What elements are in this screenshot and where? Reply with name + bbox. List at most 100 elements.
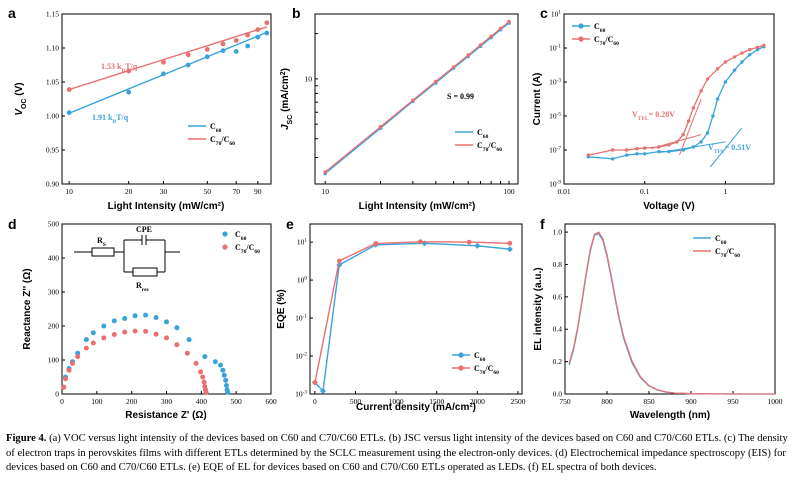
panel-e-point: [418, 239, 423, 245]
panel-e-frame: [309, 223, 523, 395]
panel-e-legend-label: C70/C60: [474, 364, 499, 376]
panel-d-point: [83, 337, 89, 343]
panel-d: d 0 100 200 300 400 500 600 0 100 200 300 400 500 RS CP…: [8, 216, 277, 421]
panel-b-xtick-label: 100: [503, 187, 515, 196]
panel-e-legend-marker: [458, 352, 464, 358]
panel-c-point: [699, 140, 703, 144]
panel-c-point: [732, 68, 737, 72]
panel-d-point: [90, 340, 96, 346]
panel-a-fit-line: [68, 26, 268, 91]
panel-a-point: [161, 59, 166, 65]
panel-c: c 0.01 0.1 1 101 10-1 10-3 10-5 10-7 10-9 VTFL= 0.…: [532, 5, 775, 212]
panel-c-ytick-label: 10-3: [549, 78, 561, 87]
panel-e-ytick-label: 10-2: [295, 352, 307, 361]
panel-c-ytick-label: 10-5: [549, 112, 561, 121]
panel-d-point: [164, 335, 169, 341]
panel-e-series-line: [314, 241, 510, 383]
panel-f-xlabel: Wavelength (nm): [630, 410, 710, 421]
panel-e-ylabel: EQE (%): [276, 289, 287, 328]
panel-d-xtick-label: 500: [231, 397, 243, 406]
panel-d-point: [101, 323, 107, 329]
panel-d-point: [90, 330, 96, 336]
panel-c-fit-line: [679, 98, 702, 156]
panel-d-point: [101, 335, 107, 341]
panel-c-legend-label: C70/C60: [594, 35, 619, 47]
panel-a-ytick-label: 1.10: [46, 44, 59, 53]
panel-a-legend-label: C70/C60: [210, 135, 235, 147]
panel-c-point: [723, 80, 728, 84]
panel-a-point: [255, 27, 261, 32]
panel-d-point: [61, 384, 67, 390]
caption-text: (a) VOC versus light intensity of the de…: [6, 433, 788, 473]
panel-a-fit-line: [68, 31, 268, 114]
panel-e-xtick-label: 500: [350, 397, 362, 406]
panel-f-xtick-label: 1000: [768, 397, 783, 406]
panel-e-point: [336, 258, 342, 264]
panel-a-point: [66, 87, 72, 92]
panel-f: f 750 800 850 900 950 1000 0.0 0.2 0.4 0.6 0.8 1.0 C6…: [533, 216, 783, 421]
panel-d-ytick-label: 100: [48, 356, 60, 365]
panel-a-ylabel: VOC (V): [14, 82, 28, 115]
panel-c-vtfl-c60: VTFL= 0.51V: [708, 143, 751, 155]
panel-a-point: [245, 43, 251, 49]
panel-a-ytick-label: 0.95: [46, 146, 59, 155]
panel-d-point: [202, 354, 208, 360]
panel-d-xlabel: Resistance Z' (Ω): [125, 410, 207, 421]
panel-e-ytick-label: 101: [297, 238, 308, 247]
panel-b-xtick-label: 10: [321, 187, 329, 196]
panel-c-series-line: [588, 44, 765, 156]
panel-a-point: [204, 54, 210, 60]
panel-b-point: [498, 26, 503, 31]
panel-e: e 0 500 1000 1500 2000 2500 101 100 10-1 10-2 10-3 C…: [276, 216, 526, 413]
panel-d-point: [83, 345, 89, 351]
panel-c-ytick-label: 10-9: [549, 180, 561, 189]
panel-c-fit-line: [709, 127, 743, 168]
panel-d-point: [122, 316, 128, 321]
panel-c-point: [610, 148, 615, 152]
panel-a-point: [161, 71, 166, 77]
panel-c-frame: [563, 13, 775, 185]
panel-a-point: [255, 34, 261, 40]
panel-e-xtick-label: 1500: [429, 397, 444, 406]
panel-f-xtick-label: 950: [727, 397, 739, 406]
panel-c-point: [681, 132, 685, 137]
panel-c-point: [643, 152, 647, 156]
panel-e-xtick-label: 0: [313, 397, 317, 406]
panel-e-xlabel: Current density (mA/cm²): [356, 402, 476, 413]
panel-f-xtick-label: 750: [559, 397, 571, 406]
panel-a-point: [220, 41, 226, 47]
panel-d-point: [193, 360, 199, 366]
panel-d-legend-marker: [222, 231, 228, 237]
panel-a-point: [233, 49, 239, 54]
panel-a-point: [66, 110, 72, 115]
panel-e-point: [319, 387, 326, 394]
panel-f-ytick-label: 0.4: [553, 325, 563, 334]
panel-f-series-line: [568, 231, 775, 395]
panel-d-point: [143, 312, 149, 318]
panel-c-point: [748, 53, 752, 57]
panel-b-frame: [314, 13, 519, 185]
panel-e-point: [466, 239, 472, 245]
panel-c-ytick-label: 101: [551, 10, 562, 19]
panel-b-point: [451, 65, 456, 69]
panel-d-ytick-label: 200: [48, 322, 60, 331]
panel-d-point: [218, 362, 223, 368]
panel-e-series-line: [314, 242, 510, 393]
panel-d-point: [111, 332, 117, 337]
panel-e-point: [507, 240, 513, 246]
panel-a-slope-c60: 1.91 kBT/q: [92, 113, 129, 125]
panel-d-ytick-label: 300: [48, 288, 60, 297]
panel-c-fit-line: [650, 134, 702, 150]
panel-a-point: [126, 68, 132, 74]
panel-d-point: [223, 377, 229, 383]
panel-f-xtick-label: 800: [601, 397, 613, 406]
panel-a-point: [245, 32, 251, 38]
panel-c-ylabel: Current (A): [532, 73, 543, 126]
panel-b-series-line: [324, 21, 510, 173]
panel-e-label: e: [286, 216, 294, 232]
panel-c-point: [740, 51, 744, 55]
panel-c-point: [715, 67, 720, 71]
panel-c-xlabel: Voltage (V): [643, 201, 694, 212]
panel-a-legend-label: C60: [210, 122, 222, 134]
